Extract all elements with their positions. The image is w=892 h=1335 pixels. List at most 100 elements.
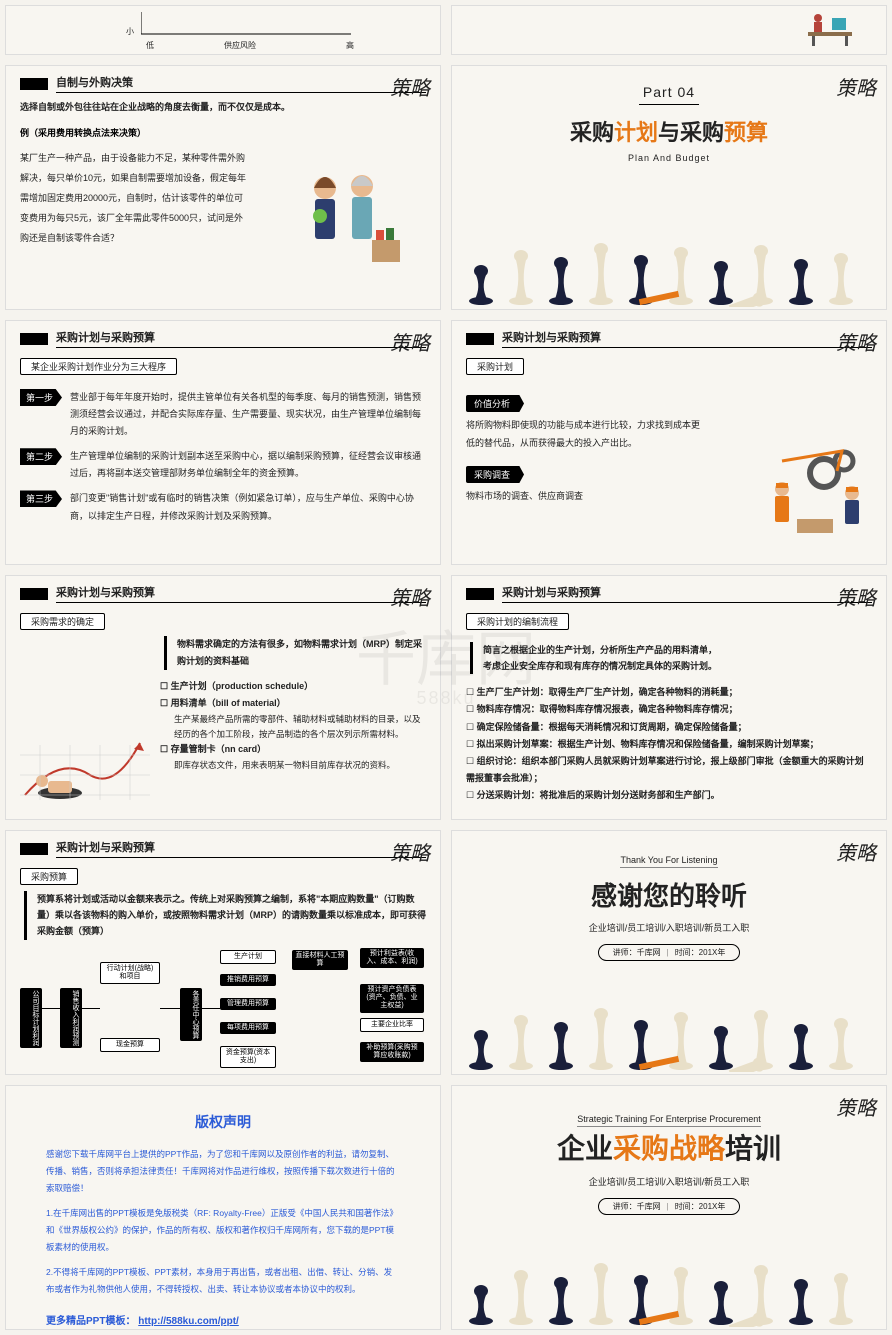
flow-box: 各责任中心预算 bbox=[180, 988, 202, 1041]
copyright-p1: 感谢您下载千库网平台上提供的PPT作品，为了您和千库网以及原创作者的利益，请勿复… bbox=[46, 1146, 400, 1197]
demand-sub: 生产某最终产品所需的零部件、辅助材料或辅助材料的目录，以及经历的各个加工阶段，按… bbox=[174, 712, 426, 741]
process-bullet: ☐ 组织讨论：组织本部门采购人员就采购计划草案进行讨论，报上级部门审批（金额重大… bbox=[466, 753, 872, 787]
example-body: 某厂生产一种产品，由于设备能力不足，某种零件需外购解决，每只单价10元，如果自制… bbox=[20, 149, 250, 248]
slide-grid: 小 低 供应风险 高 自制与外购决策 策略 选择自制或外包往往站在企业战略的角度… bbox=[0, 0, 892, 1335]
slide-copyright: 版权声明 感谢您下载千库网平台上提供的PPT作品，为了您和千库网以及原创作者的利… bbox=[5, 1085, 441, 1330]
slide-process: 采购计划与采购预算 策略 采购计划的编制流程 简言之根据企业的生产计划，分析所生… bbox=[451, 575, 887, 820]
slide-title: 采购计划与采购预算 bbox=[56, 329, 426, 348]
intro1: 简言之根据企业的生产计划，分析所生产产品的用料清单， bbox=[483, 642, 872, 658]
demand-item: 生产计划（production schedule） bbox=[160, 678, 426, 695]
chess-container bbox=[452, 994, 886, 1074]
thanks-top: Thank You For Listening bbox=[620, 855, 717, 868]
copyright-title: 版权声明 bbox=[20, 1112, 426, 1132]
demand-label: 生产计划（production schedule） bbox=[160, 678, 426, 695]
slide-axis-stub: 小 低 供应风险 高 bbox=[5, 5, 441, 55]
intro: 物料需求确定的方法有很多，如物料需求计划（MRP）制定采购计划的资料基础 bbox=[177, 636, 426, 670]
flow-box: 预计利益表(收入、成本、利润) bbox=[360, 948, 424, 969]
copyright-p2: 1.在千库网出售的PPT模板是免版税类（RF: Royalty-Free）正版受… bbox=[46, 1205, 400, 1256]
step-tag: 第一步 bbox=[20, 389, 62, 406]
analysis-block: 价值分析 将所购物料即使现的功能与成本进行比较，力求找到成本更低的替代品，从而获… bbox=[466, 395, 706, 452]
flow-box: 直接材料人工预算 bbox=[292, 950, 348, 971]
slide-title: 采购计划与采购预算 bbox=[502, 584, 872, 603]
copyright-p3: 2.不得将千库网的PPT模板、PPT素材，本身用于再出售，或者出租、出借、转让、… bbox=[46, 1264, 400, 1298]
demand-label: 存量管制卡（nn card） bbox=[160, 741, 426, 758]
slide-plan-steps: 采购计划与采购预算 策略 某企业采购计划作业分为三大程序 第一步 营业部于每年年… bbox=[5, 320, 441, 565]
slide-make-or-buy: 自制与外购决策 策略 选择自制或外包往往站在企业战略的角度去衡量，而不仅仅是成本… bbox=[5, 65, 441, 310]
y-label: 小 bbox=[126, 26, 134, 37]
final-top: Strategic Training For Enterprise Procur… bbox=[577, 1114, 761, 1127]
reclining-illustration bbox=[20, 735, 150, 805]
process-bullet: ☐ 确定保险储备量：根据每天消耗情况和订货周期，确定保险储备量； bbox=[466, 719, 872, 736]
final-sub: 企业培训/员工培训/入职培训/新员工入职 bbox=[466, 1175, 872, 1188]
intro-text: 选择自制或外包往往站在企业战略的角度去衡量，而不仅仅是成本。 bbox=[20, 99, 426, 115]
slide-final-title: 策略 Strategic Training For Enterprise Pro… bbox=[451, 1085, 887, 1330]
chess-container bbox=[452, 1249, 886, 1329]
final-big: 企业采购战略培训 bbox=[466, 1127, 872, 1167]
x-high: 高 bbox=[346, 40, 354, 51]
demand-item: 存量管制卡（nn card） 即库存状态文件，用来表明某一物料目前库存状况的资料… bbox=[160, 741, 426, 773]
slide-budget: 采购计划与采购预算 策略 采购预算 预算系将计划或活动以金额来表示之。传统上对采… bbox=[5, 830, 441, 1075]
part-subtitle: Plan And Budget bbox=[466, 153, 872, 163]
process-bullet: ☐ 拟出采购计划草案：根据生产计划、物料库存情况和保险储备量，编制采购计划草案； bbox=[466, 736, 872, 753]
slide-desk-stub bbox=[451, 5, 887, 55]
flow-box: 补助预算(采购预算应收账款) bbox=[360, 1042, 424, 1063]
budget-flowchart: 公司目标计划利润 销售收入利润预测 行动计划(战略)和项目 现金预算 各责任中心… bbox=[20, 948, 426, 1068]
step-row: 第三步 部门变更"销售计划"或有临时的销售决策（例如紧急订单），应与生产单位、采… bbox=[20, 490, 426, 524]
x-mid: 供应风险 bbox=[224, 40, 256, 51]
flow-box: 销售收入利润预测 bbox=[60, 988, 82, 1048]
sub-label: 采购计划的编制流程 bbox=[466, 613, 569, 630]
step-text: 部门变更"销售计划"或有临时的销售决策（例如紧急订单），应与生产单位、采购中心协… bbox=[70, 490, 426, 524]
block-text: 将所购物料即使现的功能与成本进行比较，力求找到成本更低的替代品，从而获得最大的投… bbox=[466, 416, 706, 452]
flow-box: 生产计划 bbox=[220, 950, 276, 964]
flow-box: 推销费用预算 bbox=[220, 974, 276, 986]
step-tag: 第二步 bbox=[20, 448, 62, 465]
slide-thanks: 策略 Thank You For Listening 感谢您的聆听 企业培训/员… bbox=[451, 830, 887, 1075]
axis-line bbox=[141, 12, 361, 36]
corner-mark: 策略 bbox=[836, 837, 876, 866]
flow-box: 资金预算(资本支出) bbox=[220, 1046, 276, 1069]
flow-box: 管理费用预算 bbox=[220, 998, 276, 1010]
example-label: 例（采用费用转换点法来决策） bbox=[20, 125, 426, 141]
part-number: Part 04 bbox=[466, 84, 872, 100]
corner-mark: 策略 bbox=[390, 72, 430, 101]
demand-item: 用料清单（bill of material） 生产某最终产品所需的零部件、辅助材… bbox=[160, 695, 426, 741]
copyright-link-row: 更多精品PPT模板： http://588ku.com/ppt/ bbox=[46, 1312, 426, 1327]
sub-label: 采购预算 bbox=[20, 868, 78, 885]
slide-title: 自制与外购决策 bbox=[56, 74, 426, 93]
process-bullet: ☐ 生产厂生产计划：取得生产厂生产计划，确定各种物料的消耗量； bbox=[466, 684, 872, 701]
flow-box: 行动计划(战略)和项目 bbox=[100, 962, 160, 985]
budget-intro: 预算系将计划或活动以金额来表示之。传统上对采购预算之编制，系将"本期应购数量"（… bbox=[37, 891, 426, 940]
analysis-block: 采购调查 物料市场的调查、供应商调查 bbox=[466, 466, 706, 505]
corner-mark: 策略 bbox=[390, 837, 430, 866]
sub-label: 采购需求的确定 bbox=[20, 613, 105, 630]
block-text: 物料市场的调查、供应商调查 bbox=[466, 487, 706, 505]
flow-box: 现金预算 bbox=[100, 1038, 160, 1052]
title-block bbox=[20, 78, 48, 90]
link-label: 更多精品PPT模板： bbox=[46, 1316, 135, 1327]
process-bullet: ☐ 物料库存情况：取得物料库存情况报表，确定各种物料库存情况； bbox=[466, 701, 872, 718]
step-text: 生产管理单位编制的采购计划副本送至采购中心，据以编制采购预算，征经营会议审核通过… bbox=[70, 448, 426, 482]
x-low: 低 bbox=[146, 40, 154, 51]
slide-title: 采购计划与采购预算 bbox=[56, 584, 426, 603]
step-text: 营业部于每年年度开始时，提供主管单位有关各机型的每季度、每月的销售预测，销售预测… bbox=[70, 389, 426, 440]
sub-label: 某企业采购计划作业分为三大程序 bbox=[20, 358, 177, 375]
thanks-sub: 企业培训/员工培训/入职培训/新员工入职 bbox=[466, 921, 872, 934]
corner-mark: 策略 bbox=[836, 72, 876, 101]
demand-sub: 即库存状态文件，用来表明某一物料目前库存状况的资料。 bbox=[174, 758, 426, 772]
step-row: 第一步 营业部于每年年度开始时，提供主管单位有关各机型的每季度、每月的销售预测，… bbox=[20, 389, 426, 440]
part-title: 采购计划与采购预算 bbox=[466, 115, 872, 147]
workers-illustration bbox=[752, 441, 872, 541]
flow-box: 预计资产负债表(资产、负债、业主权益) bbox=[360, 984, 424, 1013]
block-label: 采购调查 bbox=[466, 466, 524, 483]
slide-plan-analysis: 采购计划与采购预算 策略 采购计划 价值分析 将所购物料即使现的功能与成本进行比… bbox=[451, 320, 887, 565]
flow-box: 公司目标计划利润 bbox=[20, 988, 42, 1048]
slide-title: 采购计划与采购预算 bbox=[56, 839, 426, 858]
slide-title: 采购计划与采购预算 bbox=[502, 329, 872, 348]
flow-box: 主要企业比率 bbox=[360, 1018, 424, 1032]
demand-label: 用料清单（bill of material） bbox=[160, 695, 426, 712]
corner-mark: 策略 bbox=[390, 327, 430, 356]
slide-demand: 采购计划与采购预算 策略 采购需求的确定 物料需求确定的方法有很多，如物料需求计… bbox=[5, 575, 441, 820]
sub-label: 采购计划 bbox=[466, 358, 524, 375]
slide-part-4: 策略 Part 04 采购计划与采购预算 Plan And Budget /* … bbox=[451, 65, 887, 310]
copyright-link[interactable]: http://588ku.com/ppt/ bbox=[138, 1316, 239, 1327]
